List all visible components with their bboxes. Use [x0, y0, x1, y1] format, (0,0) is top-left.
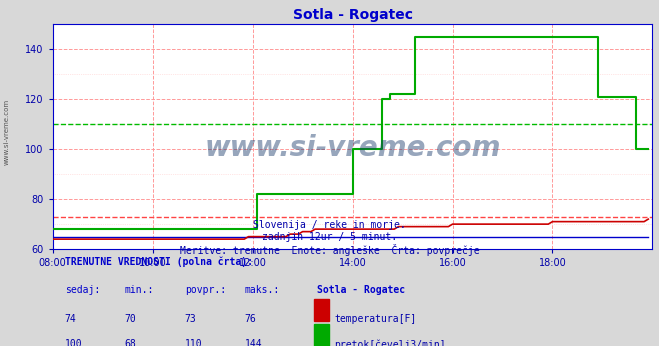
Text: www.si-vreme.com: www.si-vreme.com	[204, 134, 501, 162]
Text: www.si-vreme.com: www.si-vreme.com	[3, 98, 10, 165]
Text: 74: 74	[65, 314, 76, 324]
Text: temperatura[F]: temperatura[F]	[335, 314, 417, 324]
Text: min.:: min.:	[125, 285, 154, 295]
Text: 144: 144	[244, 339, 262, 346]
Text: zadnjih 12ur / 5 minut.: zadnjih 12ur / 5 minut.	[262, 232, 397, 242]
Text: pretok[čevelj3/min]: pretok[čevelj3/min]	[335, 339, 446, 346]
Text: sedaj:: sedaj:	[65, 285, 100, 295]
Text: Meritve: trenutne  Enote: angleške  Črta: povprečje: Meritve: trenutne Enote: angleške Črta: …	[180, 244, 479, 256]
Text: 73: 73	[185, 314, 196, 324]
Text: maks.:: maks.:	[244, 285, 280, 295]
Text: TRENUTNE VREDNOSTI (polna črta):: TRENUTNE VREDNOSTI (polna črta):	[65, 256, 252, 267]
Text: 110: 110	[185, 339, 202, 346]
Text: Slovenija / reke in morje.: Slovenija / reke in morje.	[253, 220, 406, 230]
Text: 76: 76	[244, 314, 256, 324]
Text: Sotla - Rogatec: Sotla - Rogatec	[316, 285, 405, 295]
Bar	[314, 324, 329, 346]
Text: 100: 100	[65, 339, 82, 346]
Text: 68: 68	[125, 339, 136, 346]
Text: povpr.:: povpr.:	[185, 285, 226, 295]
Text: 70: 70	[125, 314, 136, 324]
Title: Sotla - Rogatec: Sotla - Rogatec	[293, 8, 413, 22]
Bar	[314, 299, 329, 321]
